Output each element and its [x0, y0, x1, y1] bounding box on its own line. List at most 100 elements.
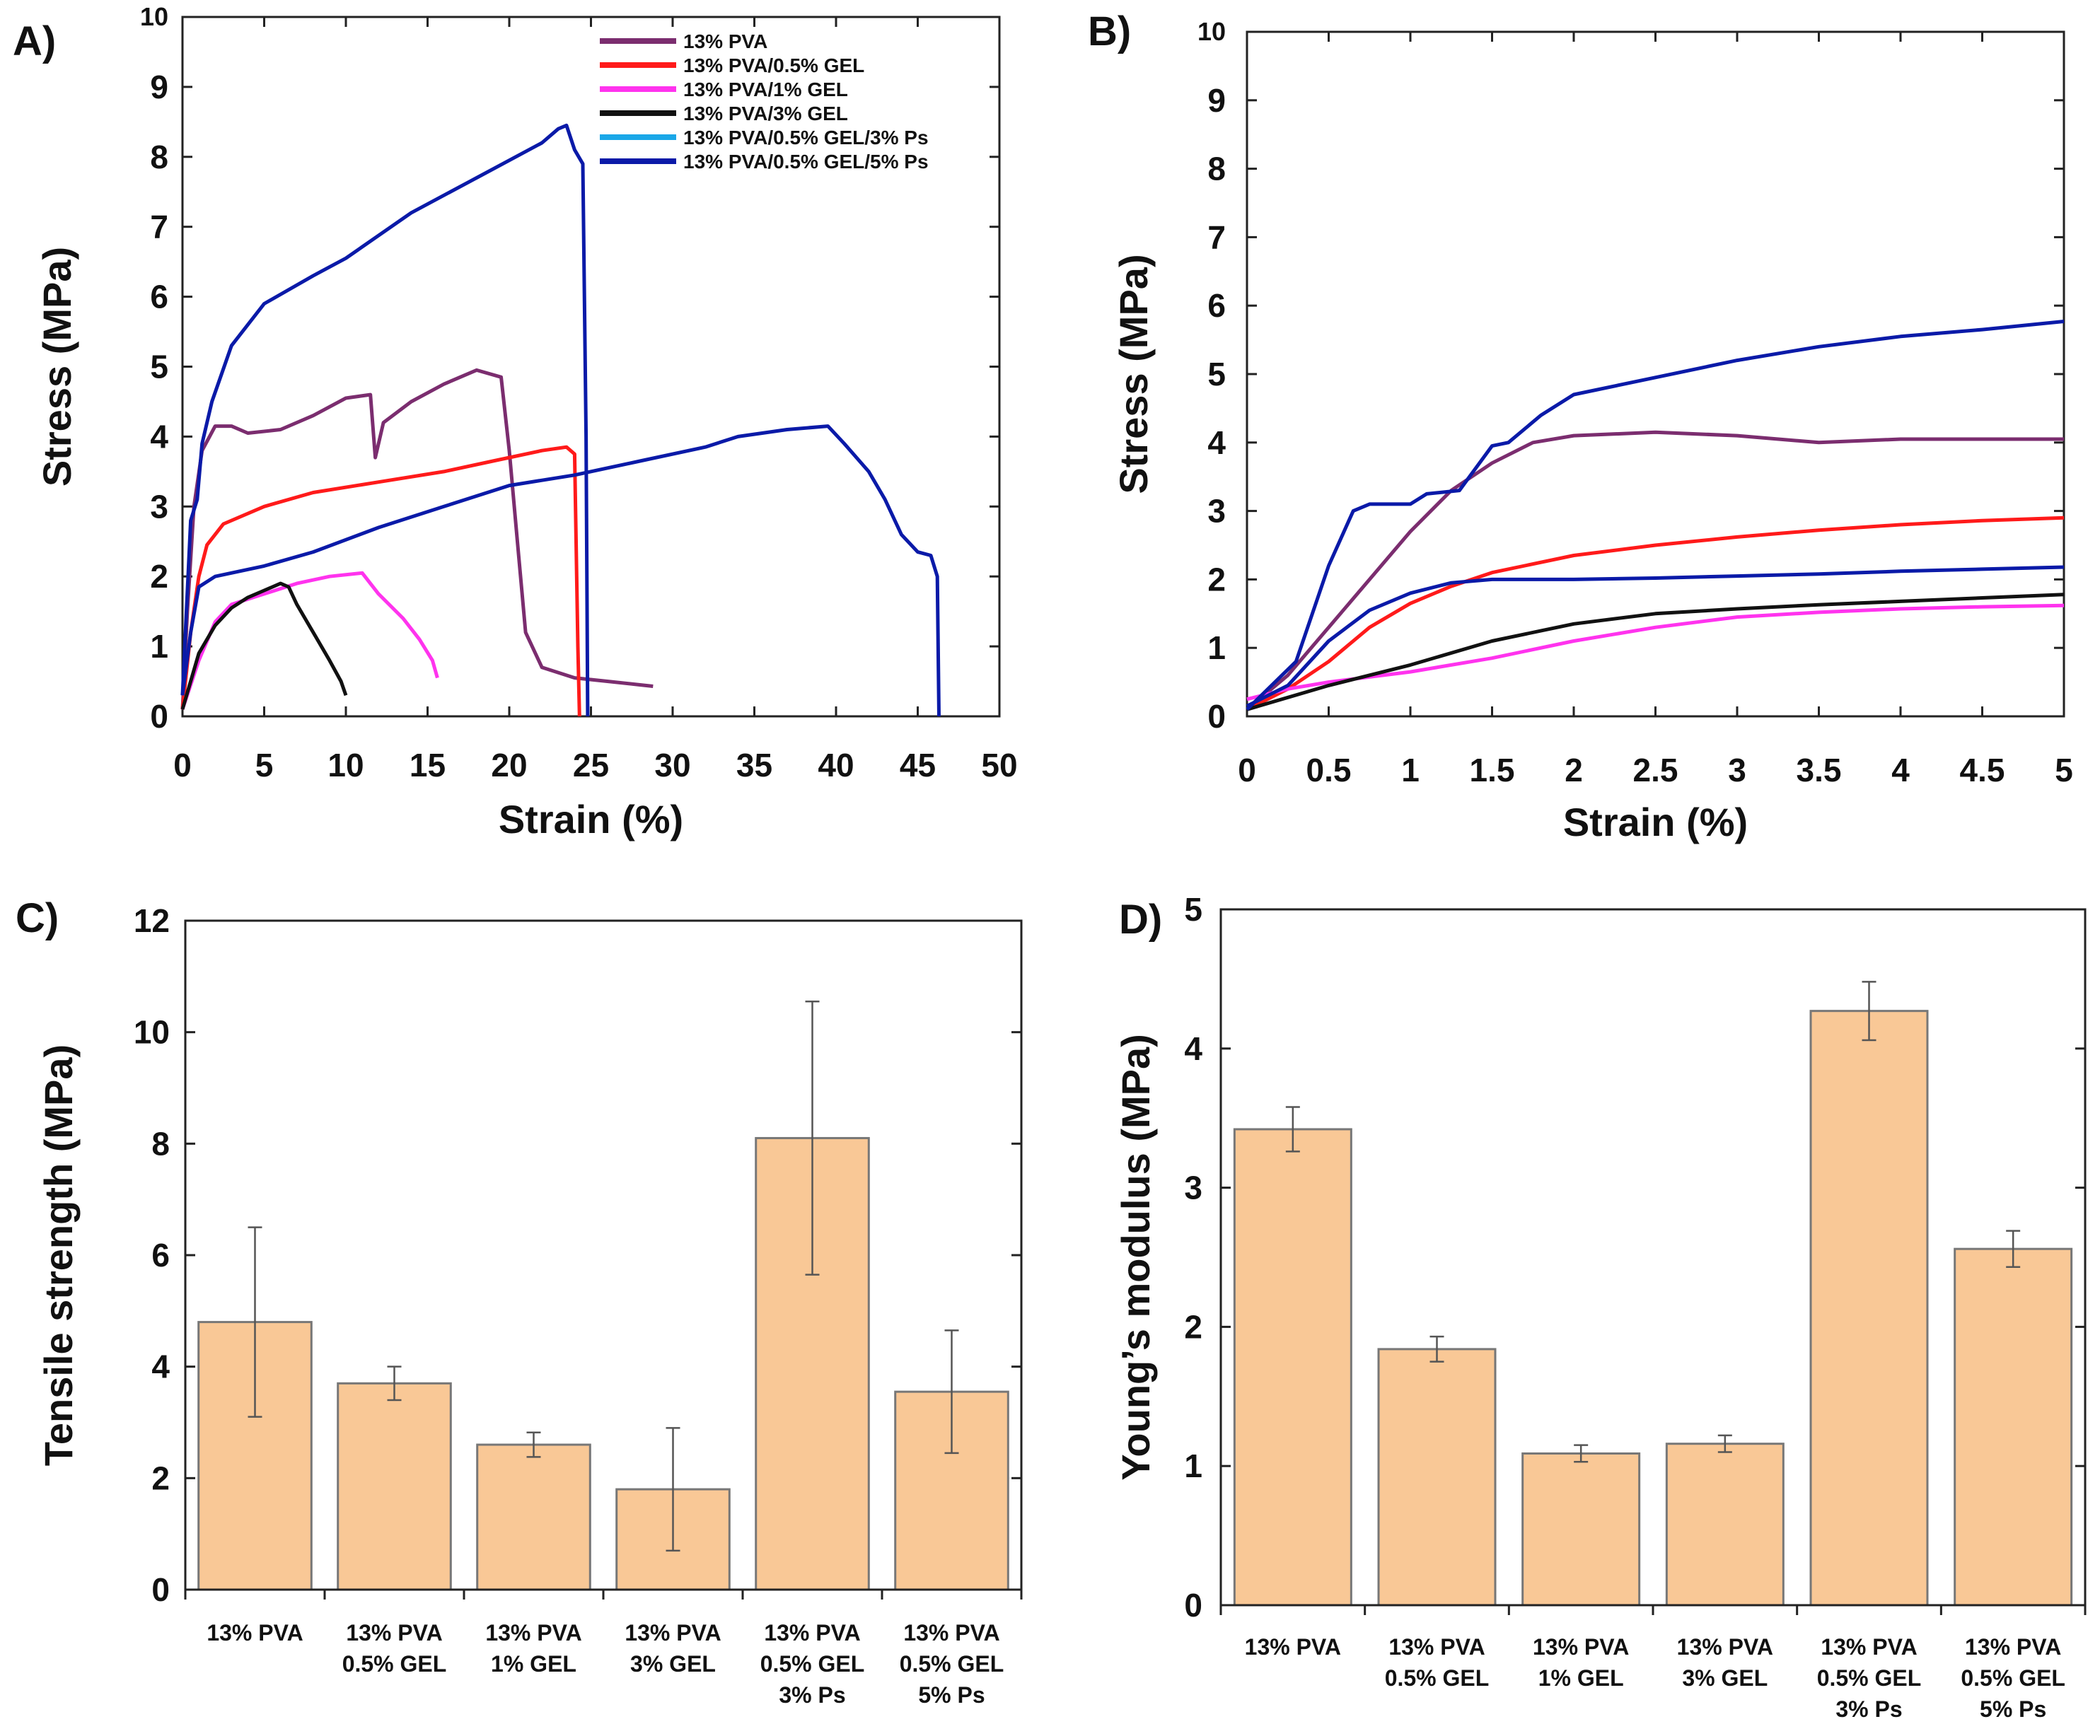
- x-tick-label: 10: [327, 747, 364, 783]
- x-tick-label: 25: [573, 747, 609, 783]
- y-tick-label: 1: [1207, 629, 1226, 666]
- y-tick-label: 0: [150, 698, 168, 735]
- y-tick-label: 5: [1207, 356, 1226, 392]
- x-tick-label: 40: [818, 747, 854, 783]
- x-tick-label: 0.5: [1306, 752, 1352, 788]
- legend-label: 13% PVA/0.5% GEL: [683, 54, 864, 76]
- legend-label: 13% PVA/0.5% GEL/5% Ps: [683, 151, 929, 173]
- x-tick-label: 1: [1401, 752, 1420, 788]
- y-tick-label: 4: [150, 418, 168, 455]
- x-tick-label: 2: [1565, 752, 1583, 788]
- plot-frame-a: [181, 16, 1001, 718]
- category-label: 0.5% GEL: [1961, 1665, 2065, 1691]
- x-tick-label: 50: [981, 747, 1017, 783]
- y-tick-label: 2: [1184, 1308, 1202, 1345]
- x-tick-label: 3.5: [1797, 752, 1842, 788]
- x-tick-label: 30: [654, 747, 690, 783]
- x-tick-label: 15: [410, 747, 446, 783]
- series-line-13-pva-1-gel: [1246, 603, 2065, 701]
- x-tick-label: 0: [1238, 752, 1256, 788]
- legend-label: 13% PVA/3% GEL: [683, 103, 848, 124]
- y-tick-label: 2: [151, 1460, 170, 1496]
- category-label: 13% PVA: [903, 1620, 999, 1645]
- y-tick-label: 1: [150, 628, 168, 665]
- x-axis-title: Strain (%): [499, 797, 683, 841]
- x-tick-label: 1.5: [1470, 752, 1515, 788]
- bar: [1233, 1128, 1352, 1607]
- bar: [1521, 1452, 1641, 1607]
- x-tick-label: 0: [173, 747, 192, 783]
- x-tick-label: 3: [1728, 752, 1746, 788]
- series-line-13-pva-3-gel: [180, 581, 348, 710]
- category-label: 13% PVA: [485, 1620, 581, 1645]
- series-line-13-pva-0-5-gel-5-ps-lower: [180, 424, 941, 717]
- y-tick-label: 10: [134, 1014, 170, 1051]
- category-label: 13% PVA: [207, 1620, 303, 1645]
- category-label: 13% PVA: [1388, 1634, 1485, 1660]
- y-tick-label: 3: [1184, 1170, 1202, 1206]
- y-tick-label: 8: [150, 139, 168, 175]
- legend-label: 13% PVA/1% GEL: [683, 78, 848, 100]
- y-axis-title: Stress (MPa): [35, 247, 79, 487]
- y-tick-label: 10: [1197, 17, 1226, 46]
- category-label: 3% Ps: [1835, 1696, 1902, 1722]
- category-label: 0.5% GEL: [342, 1651, 447, 1677]
- y-tick-label: 5: [1184, 891, 1202, 928]
- y-tick-label: 4: [1184, 1030, 1202, 1067]
- x-tick-label: 2.5: [1633, 752, 1678, 788]
- y-tick-label: 6: [1207, 287, 1226, 324]
- series-line-13-pva: [1246, 430, 2064, 711]
- series-line-13-pva-0-5-gel-5-ps-upper: [1246, 320, 2065, 711]
- series-line-13-pva-3-gel: [1246, 593, 2065, 711]
- panel-label-a: A): [13, 18, 56, 64]
- legend-label: 13% PVA: [683, 30, 767, 52]
- x-axis-title: Strain (%): [1563, 800, 1748, 844]
- series-line-13-pva: [180, 368, 654, 710]
- y-tick-label: 4: [151, 1348, 170, 1385]
- bar: [1809, 1010, 1929, 1607]
- category-label: 13% PVA: [346, 1620, 442, 1645]
- y-tick-label: 4: [1207, 424, 1226, 461]
- series-line-13-pva-1-gel: [180, 571, 439, 710]
- category-label: 13% PVA: [1533, 1634, 1629, 1660]
- bar: [1665, 1443, 1785, 1607]
- y-tick-label: 9: [1207, 82, 1226, 119]
- category-label: 3% Ps: [779, 1682, 845, 1708]
- y-tick-label: 9: [150, 69, 168, 105]
- y-tick-label: 0: [151, 1571, 170, 1608]
- series-line-13-pva-0-5-gel-5-ps-upper: [180, 123, 590, 717]
- x-tick-label: 5: [255, 747, 274, 783]
- y-tick-label: 8: [1207, 151, 1226, 187]
- y-tick-label: 0: [1184, 1587, 1202, 1624]
- legend-label: 13% PVA/0.5% GEL/3% Ps: [683, 127, 929, 148]
- x-tick-label: 35: [736, 747, 772, 783]
- bar: [1954, 1247, 2073, 1607]
- category-label: 13% PVA: [764, 1620, 860, 1645]
- y-axis-title: Stress (MPa): [1111, 254, 1156, 494]
- panel-label-d: D): [1119, 897, 1162, 943]
- x-tick-label: 45: [900, 747, 936, 783]
- y-tick-label: 7: [150, 209, 168, 245]
- x-tick-label: 20: [491, 747, 527, 783]
- y-tick-label: 3: [150, 488, 168, 525]
- panel-label-b: B): [1088, 8, 1131, 54]
- category-label: 3% GEL: [630, 1651, 716, 1677]
- y-tick-label: 10: [140, 2, 168, 31]
- category-label: 13% PVA: [1245, 1634, 1341, 1660]
- category-label: 13% PVA: [1677, 1634, 1773, 1660]
- category-label: 0.5% GEL: [900, 1651, 1004, 1677]
- series-line-13-pva-0-5-gel: [1246, 515, 2065, 711]
- x-tick-label: 5: [2055, 752, 2073, 788]
- category-label: 0.5% GEL: [1385, 1665, 1490, 1691]
- y-tick-label: 12: [134, 902, 170, 939]
- category-label: 5% Ps: [918, 1682, 985, 1708]
- chart-b-stress-strain-zoom: 0 1 2 3 4 5 6 7 8 9 10 0 0.5 1 1.5 2 2.5 3 3.5 4 4.5 5 Strain …: [1111, 17, 2073, 844]
- category-label: 13% PVA: [1965, 1634, 2061, 1660]
- y-tick-label: 8: [151, 1125, 170, 1162]
- series-line-13-pva-0-5-gel-5-ps-lower: [1246, 565, 2065, 708]
- category-label: 13% PVA: [625, 1620, 721, 1645]
- category-label: 1% GEL: [491, 1651, 576, 1677]
